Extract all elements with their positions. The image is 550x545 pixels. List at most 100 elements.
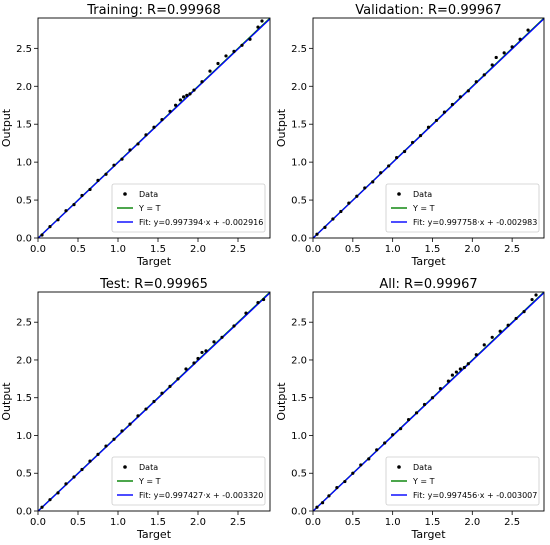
- data-point: [347, 201, 351, 205]
- legend: Data Y = T Fit: y=0.997427·x + -0.003320: [111, 456, 266, 506]
- data-point: [446, 379, 451, 383]
- x-tick-label: 2.0: [190, 517, 206, 528]
- x-axis-label: Target: [136, 528, 172, 541]
- data-point: [406, 418, 411, 422]
- data-point: [482, 343, 486, 347]
- data-point: [182, 95, 186, 99]
- data-point: [40, 505, 44, 509]
- data-point: [200, 80, 204, 84]
- y-tick-label: 0.5: [16, 196, 32, 207]
- y-tick-label: 2.5: [291, 318, 307, 329]
- data-point: [152, 125, 156, 129]
- legend-label: Y = T: [412, 477, 435, 486]
- data-point: [160, 391, 164, 395]
- data-point: [120, 429, 124, 433]
- data-point: [212, 340, 216, 344]
- y-tick-label: 1.0: [291, 431, 307, 442]
- legend-label: Data: [139, 463, 158, 472]
- data-point: [422, 402, 427, 407]
- data-point: [262, 297, 266, 302]
- y-tick-label: 2.0: [16, 82, 32, 93]
- y-tick-label: 2.0: [291, 82, 307, 93]
- x-tick-label: 2.5: [230, 517, 246, 528]
- y-tick-label: 0.5: [291, 469, 307, 480]
- plot-area: [313, 18, 544, 238]
- chart-panel-2: Validation: R=0.99967 0.0 0.5 1.0 1.5 2.0 2.5 0…: [275, 3, 545, 268]
- data-point: [192, 88, 196, 92]
- data-point: [482, 73, 486, 77]
- x-tick-label: 1.0: [385, 244, 401, 255]
- legend-box: [111, 183, 266, 233]
- plot-area: [313, 292, 544, 511]
- data-point: [510, 45, 514, 49]
- data-point: [240, 43, 244, 47]
- data-point: [351, 471, 355, 475]
- legend-box: [385, 183, 540, 233]
- y-axis-label: Output: [0, 382, 13, 421]
- legend-label: Y = T: [412, 204, 435, 213]
- data-point: [498, 329, 502, 333]
- data-point: [375, 448, 379, 452]
- data-point: [128, 148, 132, 152]
- y-axis-label: Output: [275, 382, 288, 421]
- y-tick-label: 0.5: [16, 469, 32, 480]
- legend-marker-data: [397, 465, 401, 469]
- data-point: [474, 353, 478, 357]
- x-tick-label: 1.5: [425, 244, 441, 255]
- y-tick-label: 1.0: [16, 158, 32, 169]
- legend-label: Y = T: [138, 477, 161, 486]
- data-point: [192, 361, 196, 365]
- data-point: [379, 171, 383, 175]
- data-point: [64, 209, 68, 213]
- data-point: [514, 316, 518, 321]
- data-point: [502, 51, 506, 55]
- legend-marker-data: [123, 192, 127, 196]
- data-point: [383, 441, 387, 445]
- data-point: [371, 180, 375, 184]
- y-tick-label: 1.5: [16, 393, 32, 404]
- data-point: [367, 457, 371, 461]
- data-point: [224, 54, 228, 58]
- data-point: [72, 203, 76, 207]
- data-point: [168, 109, 172, 113]
- data-point: [458, 95, 462, 99]
- data-point: [56, 491, 60, 495]
- data-point: [184, 367, 188, 371]
- y-tick-label: 1.5: [16, 120, 32, 131]
- data-point: [168, 384, 172, 388]
- y-tick-label: 2.5: [16, 318, 32, 329]
- data-point: [120, 157, 124, 161]
- legend-label: Fit: y=0.997394·x + -0.002916: [139, 218, 263, 227]
- data-point: [232, 324, 236, 328]
- data-point: [112, 163, 116, 167]
- chart-title: Validation: R=0.99967: [355, 3, 501, 18]
- legend-marker-data: [397, 192, 401, 196]
- data-point: [248, 37, 252, 41]
- x-tick-label: 0.5: [70, 517, 86, 528]
- data-point: [256, 25, 260, 29]
- x-tick-label: 1.5: [425, 517, 441, 528]
- data-point: [56, 218, 60, 222]
- data-point: [323, 225, 327, 229]
- y-tick-label: 0.0: [16, 234, 32, 245]
- data-point: [450, 102, 454, 107]
- y-tick-label: 2.5: [291, 44, 307, 55]
- x-tick-label: 0.0: [30, 517, 46, 528]
- x-tick-label: 1.0: [110, 517, 126, 528]
- data-point: [48, 498, 52, 502]
- data-point: [466, 89, 470, 93]
- legend: Data Y = T Fit: y=0.997758·x + -0.002983: [385, 183, 540, 233]
- y-axis-label: Output: [275, 108, 288, 147]
- axes-frame: [312, 291, 545, 512]
- data-point: [80, 193, 84, 198]
- plot-area: [38, 292, 270, 511]
- data-point: [136, 142, 140, 146]
- y-tick-label: 2.5: [16, 44, 32, 55]
- x-axis-label: Target: [410, 255, 446, 268]
- legend-label: Y = T: [138, 204, 161, 213]
- data-point: [387, 164, 391, 168]
- y-tick-label: 0.0: [16, 507, 32, 518]
- legend-label: Fit: y=0.997758·x + -0.002983: [413, 218, 537, 227]
- axes-frame: [37, 291, 271, 512]
- data-point: [474, 80, 478, 84]
